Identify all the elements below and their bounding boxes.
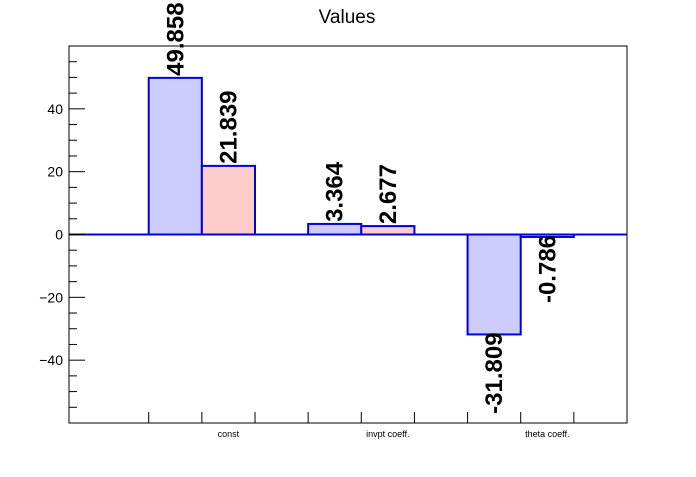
data-label: 3.364 xyxy=(322,161,349,222)
data-label: -31.809 xyxy=(481,332,508,413)
data-label: -0.786 xyxy=(534,235,561,303)
y-tick-label: −40 xyxy=(39,352,63,368)
data-label: 2.677 xyxy=(375,164,402,224)
bar xyxy=(307,222,363,236)
data-label: 49.858 xyxy=(162,2,189,75)
y-tick-label: −20 xyxy=(39,289,63,305)
x-category-label: invpt coeff. xyxy=(366,429,409,439)
y-tick-label: 0 xyxy=(55,227,63,243)
x-category-label: const xyxy=(218,429,240,439)
chart-title: Values xyxy=(319,7,376,28)
bar xyxy=(147,76,203,236)
y-tick-label: 20 xyxy=(47,164,63,180)
data-label: 21.839 xyxy=(215,90,242,163)
bar xyxy=(466,233,522,336)
y-tick-label: 40 xyxy=(47,101,63,117)
bar xyxy=(360,225,416,236)
x-category-label: theta coeff. xyxy=(525,429,569,439)
bar xyxy=(200,164,257,236)
